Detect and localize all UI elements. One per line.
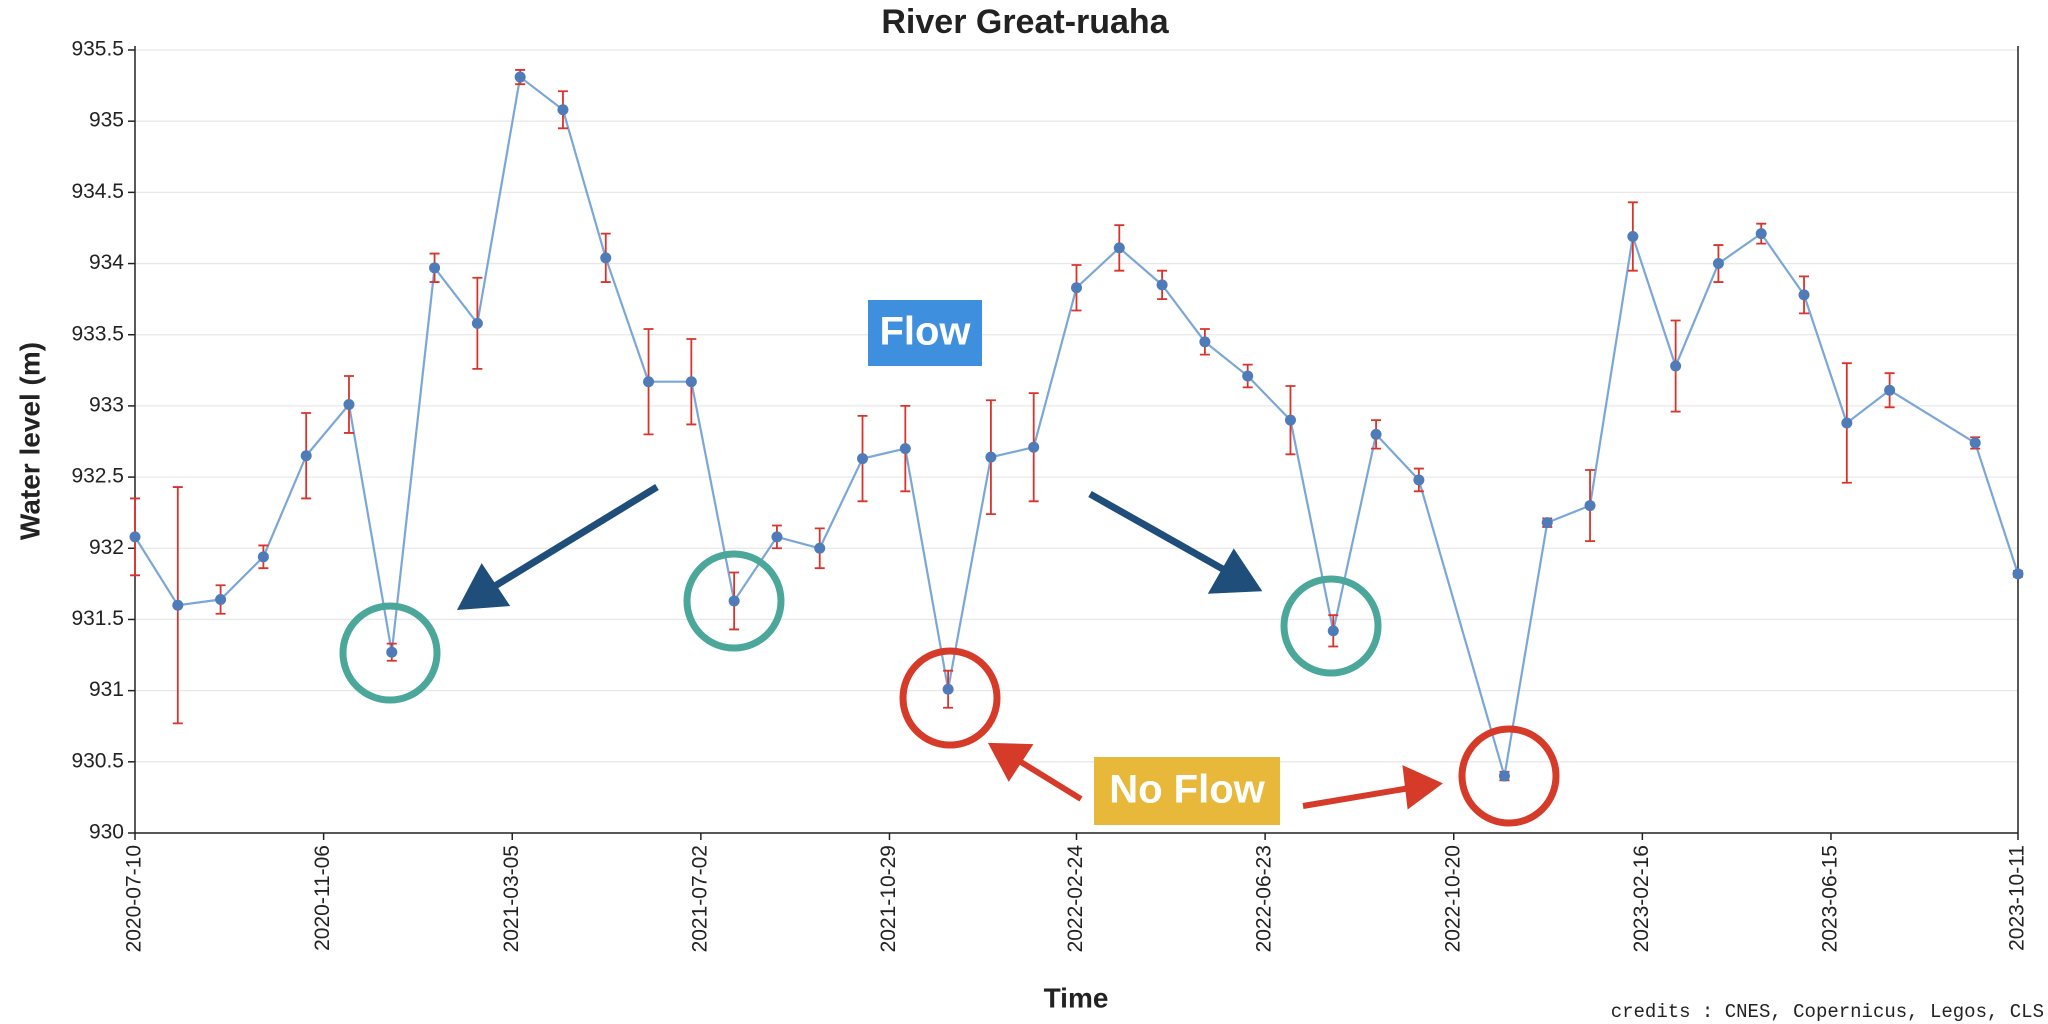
arrow: [1302, 785, 1411, 809]
x-tick-label: 2020-07-10: [123, 845, 146, 952]
point: [129, 531, 141, 543]
x-tick-label: 2021-10-29: [877, 845, 900, 952]
arrow: [1014, 756, 1083, 802]
point: [1670, 360, 1682, 372]
point: [1284, 414, 1296, 426]
point: [685, 376, 697, 388]
point: [1798, 289, 1810, 301]
point: [985, 451, 997, 463]
point: [1199, 336, 1211, 348]
flow-box: [868, 300, 982, 366]
point: [1071, 282, 1082, 294]
circle: [1458, 725, 1560, 827]
y-tick-label: 934.5: [71, 180, 124, 203]
point: [899, 443, 911, 455]
x-tick-label: 2021-07-02: [688, 845, 711, 952]
point: [1413, 474, 1425, 486]
point: [1755, 228, 1767, 240]
x-tick-label: 2021-03-05: [500, 845, 523, 952]
point: [257, 551, 269, 563]
y-tick-label: 934: [89, 251, 124, 274]
point: [1712, 258, 1724, 270]
point: [172, 599, 184, 611]
point: [1113, 242, 1125, 254]
point: [514, 71, 526, 83]
point: [1242, 370, 1254, 382]
y-tick-label: 932: [89, 536, 124, 559]
point: [300, 450, 312, 462]
y-tick-label: 930.5: [71, 749, 124, 772]
x-tick-label: 2023-10-11: [2006, 845, 2029, 951]
circle: [339, 602, 441, 704]
line: [134, 75, 2020, 777]
y-axis-label: Water level (m): [14, 342, 45, 540]
x-tick-label: 2023-06-15: [1819, 845, 1842, 952]
circle: [899, 647, 1001, 749]
y-tick-label: 931: [89, 678, 124, 701]
y-tick-label: 932.5: [71, 465, 124, 488]
arrow: [1088, 490, 1230, 576]
point: [600, 252, 612, 264]
circle: [1280, 575, 1382, 677]
point: [557, 104, 569, 116]
arrow-head: [1207, 548, 1263, 594]
point: [1028, 441, 1040, 453]
point: [471, 317, 483, 329]
x-tick-label: 2022-02-24: [1064, 845, 1087, 953]
credits: credits : CNES, Copernicus, Legos, CLS: [1611, 1001, 2044, 1023]
point: [643, 376, 655, 388]
y-tick-label: 935: [89, 109, 124, 132]
no-flow-circles: [899, 647, 1560, 827]
point: [814, 542, 826, 554]
point: [429, 262, 441, 274]
point: [857, 453, 869, 465]
y-tick-label: 933.5: [71, 322, 124, 345]
point: [343, 398, 355, 410]
point: [1498, 770, 1510, 782]
flow-label: Flow: [879, 310, 971, 354]
point: [1584, 500, 1596, 512]
x-tick-label: 2022-06-23: [1253, 845, 1276, 952]
circle: [683, 550, 785, 652]
point: [386, 646, 398, 658]
no-flow-label: No Flow: [1109, 768, 1265, 812]
y-tick-label: 930: [89, 821, 124, 844]
point: [1627, 230, 1639, 242]
chart-title: River Great-ruaha: [881, 3, 1169, 41]
x-tick-label: 2020-11-06: [311, 845, 334, 951]
flow-circles: [339, 550, 1382, 704]
y-tick-label: 935.5: [71, 38, 124, 61]
y-tick-label: 931.5: [71, 607, 124, 630]
red-arrows: [987, 742, 1443, 810]
point: [215, 594, 227, 606]
x-tick-label: 2022-10-20: [1441, 845, 1464, 952]
blue-arrows: [456, 484, 1263, 610]
no-flow-box: [1094, 757, 1280, 825]
point: [1841, 417, 1853, 429]
point: [1884, 384, 1896, 396]
point: [1370, 428, 1382, 440]
arrow-head: [987, 742, 1034, 782]
point: [942, 683, 954, 695]
y-tick-label: 933: [89, 393, 124, 416]
point: [2012, 568, 2024, 580]
point: [1541, 517, 1553, 529]
arrow-head: [456, 563, 511, 610]
point: [1969, 437, 1981, 449]
point: [1156, 279, 1168, 291]
annotations: Flow No Flow: [339, 300, 1560, 827]
x-axis-label: Time: [1044, 982, 1109, 1013]
arrow-head: [1402, 765, 1443, 810]
x-tick-label: 2023-02-16: [1630, 845, 1653, 952]
point: [728, 595, 740, 607]
arrow: [488, 484, 659, 592]
point: [771, 531, 783, 543]
point: [1327, 625, 1339, 637]
